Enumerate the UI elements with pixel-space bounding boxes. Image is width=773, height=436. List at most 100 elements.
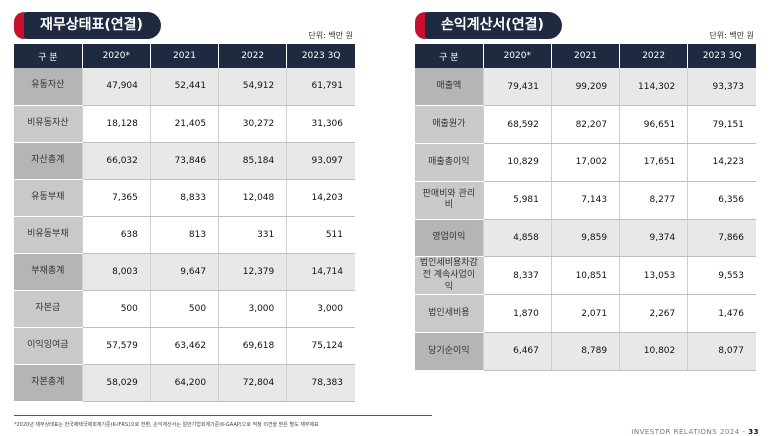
cell-value: 63,462 — [149, 327, 219, 365]
table-row: 판매비와 관리비 5,981 7,143 8,277 6,356 — [415, 181, 756, 220]
cell-value: 7,365 — [81, 179, 151, 217]
income-statement-unit: 단위: 백만 원 — [709, 31, 754, 40]
header-2020: 2020* — [482, 44, 552, 68]
table-header-row: 구 분 2020* 2021 2022 2023 3Q — [14, 44, 355, 68]
header-2023-3q: 2023 3Q — [286, 44, 355, 68]
cell-value: 8,833 — [149, 179, 219, 217]
cell-value: 30,272 — [218, 105, 287, 143]
cell-value: 79,431 — [482, 68, 552, 107]
balance-sheet-table: 구 분 2020* 2021 2022 2023 3Q 유동자산 47,904 … — [14, 44, 355, 402]
table-row: 자산총계 66,032 73,846 85,184 93,097 — [14, 142, 355, 180]
cell-value: 638 — [81, 216, 151, 254]
header-2023-3q: 2023 3Q — [687, 44, 756, 68]
cell-value: 85,184 — [218, 142, 287, 180]
header-2022: 2022 — [218, 44, 287, 68]
table-row: 자본금 500 500 3,000 3,000 — [14, 290, 355, 328]
cell-value: 69,618 — [218, 327, 287, 365]
cell-value: 93,373 — [687, 68, 756, 107]
page-footer: INVESTOR RELATIONS 2024 - 33 — [631, 428, 759, 436]
table-row: 매출액 79,431 99,209 114,302 93,373 — [415, 68, 756, 107]
cell-value: 99,209 — [550, 68, 620, 107]
table-row: 매출원가 68,592 82,207 96,651 79,151 — [415, 105, 756, 145]
row-label: 자산총계 — [14, 142, 83, 180]
footer-label: INVESTOR RELATIONS 2024 - — [631, 428, 746, 436]
cell-value: 5,981 — [482, 181, 552, 220]
cell-value: 1,476 — [687, 294, 756, 334]
cell-value: 79,151 — [687, 105, 756, 145]
table-header-row: 구 분 2020* 2021 2022 2023 3Q — [415, 44, 756, 68]
cell-value: 14,223 — [687, 143, 756, 182]
cell-value: 75,124 — [286, 327, 355, 365]
table-row: 법인세비용차감전 계속사업이익 8,337 10,851 13,053 9,55… — [415, 256, 756, 296]
row-label: 부채총계 — [14, 253, 83, 291]
row-label: 매출원가 — [415, 105, 484, 145]
header-2020: 2020* — [81, 44, 151, 68]
header-category: 구 분 — [14, 44, 83, 68]
cell-value: 500 — [81, 290, 151, 328]
table-row: 자본총계 58,029 64,200 72,804 78,383 — [14, 364, 355, 402]
page-number: 33 — [748, 428, 759, 436]
table-row: 부채총계 8,003 9,647 12,379 14,714 — [14, 253, 355, 291]
cell-value: 9,647 — [149, 253, 219, 291]
table-row: 이익잉여금 57,579 63,462 69,618 75,124 — [14, 327, 355, 365]
row-label: 법인세비용 — [415, 294, 484, 334]
header-2021: 2021 — [550, 44, 620, 68]
cell-value: 78,383 — [286, 364, 355, 402]
table-row: 당기순이익 6,467 8,789 10,802 8,077 — [415, 332, 756, 371]
cell-value: 52,441 — [149, 68, 219, 106]
cell-value: 64,200 — [149, 364, 219, 402]
cell-value: 12,048 — [218, 179, 287, 217]
cell-value: 13,053 — [619, 256, 688, 296]
table-row: 비유동부채 638 813 331 511 — [14, 216, 355, 254]
cell-value: 6,356 — [687, 181, 756, 220]
header-category: 구 분 — [415, 44, 484, 68]
cell-value: 813 — [149, 216, 219, 254]
cell-value: 68,592 — [482, 105, 552, 145]
row-label: 유동자산 — [14, 68, 83, 106]
table-row: 유동자산 47,904 52,441 54,912 61,791 — [14, 68, 355, 106]
cell-value: 1,870 — [482, 294, 552, 334]
row-label: 매출액 — [415, 68, 484, 107]
cell-value: 7,866 — [687, 219, 756, 258]
cell-value: 500 — [149, 290, 219, 328]
row-label: 비유동부채 — [14, 216, 83, 254]
cell-value: 8,789 — [550, 332, 620, 371]
balance-sheet-unit: 단위: 백만 원 — [308, 31, 353, 40]
cell-value: 9,374 — [619, 219, 688, 258]
cell-value: 3,000 — [286, 290, 355, 328]
cell-value: 47,904 — [81, 68, 151, 106]
cell-value: 12,379 — [218, 253, 287, 291]
cell-value: 58,029 — [81, 364, 151, 402]
cell-value: 8,077 — [687, 332, 756, 371]
cell-value: 18,128 — [81, 105, 151, 143]
cell-value: 93,097 — [286, 142, 355, 180]
cell-value: 31,306 — [286, 105, 355, 143]
cell-value: 82,207 — [550, 105, 620, 145]
cell-value: 2,267 — [619, 294, 688, 334]
cell-value: 54,912 — [218, 68, 287, 106]
income-statement-table: 구 분 2020* 2021 2022 2023 3Q 매출액 79,431 9… — [415, 44, 756, 371]
balance-sheet-title: 재무상태표(연결) — [14, 12, 161, 39]
header-2021: 2021 — [149, 44, 219, 68]
cell-value: 6,467 — [482, 332, 552, 371]
table-row: 법인세비용 1,870 2,071 2,267 1,476 — [415, 294, 756, 334]
cell-value: 17,002 — [550, 143, 620, 182]
row-label: 법인세비용차감전 계속사업이익 — [415, 256, 484, 296]
cell-value: 14,203 — [286, 179, 355, 217]
table-row: 영업이익 4,858 9,859 9,374 7,866 — [415, 219, 756, 258]
cell-value: 21,405 — [149, 105, 219, 143]
cell-value: 511 — [286, 216, 355, 254]
row-label: 이익잉여금 — [14, 327, 83, 365]
row-label: 매출총이익 — [415, 143, 484, 182]
cell-value: 331 — [218, 216, 287, 254]
cell-value: 72,804 — [218, 364, 287, 402]
row-label: 유동부채 — [14, 179, 83, 217]
cell-value: 17,651 — [619, 143, 688, 182]
row-label: 영업이익 — [415, 219, 484, 258]
cell-value: 4,858 — [482, 219, 552, 258]
cell-value: 61,791 — [286, 68, 355, 106]
header-2022: 2022 — [619, 44, 688, 68]
cell-value: 114,302 — [619, 68, 688, 107]
cell-value: 9,553 — [687, 256, 756, 296]
row-label: 자본금 — [14, 290, 83, 328]
